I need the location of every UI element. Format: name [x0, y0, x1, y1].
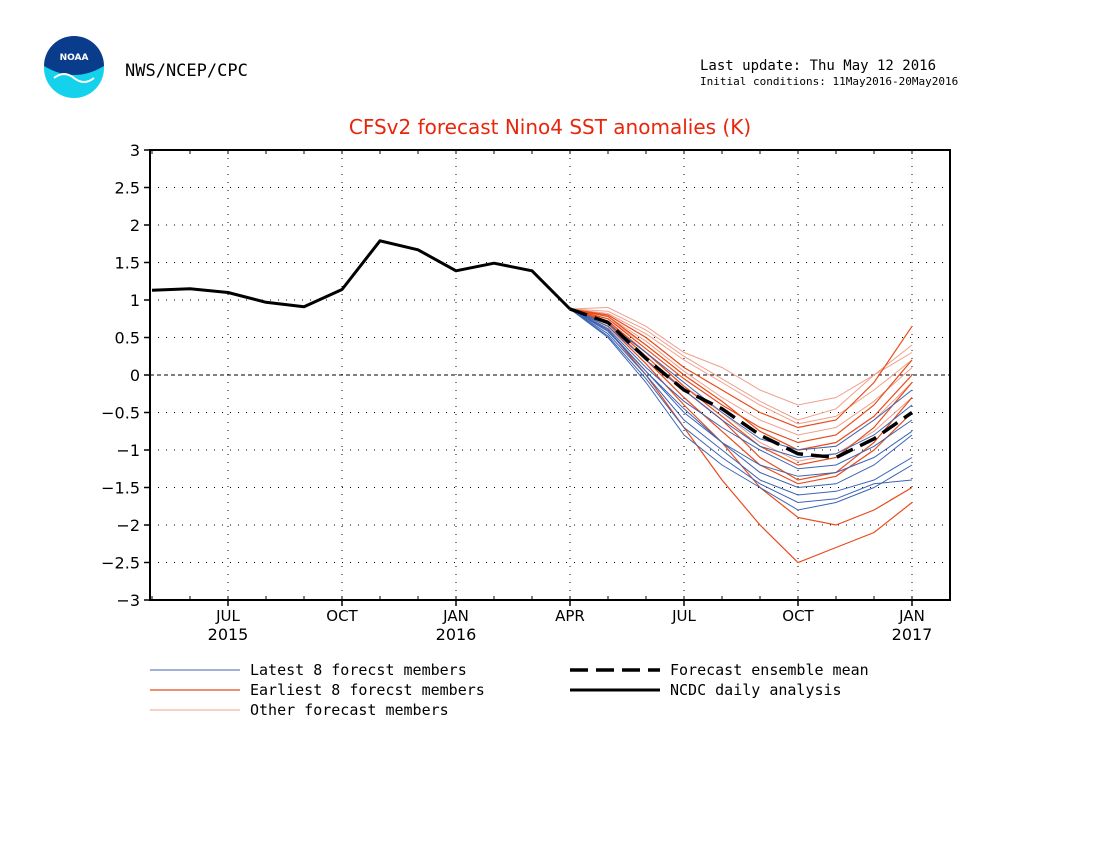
x-tick-month-label: OCT [326, 607, 358, 625]
legend: Latest 8 forecst members Forecast ensembl… [150, 661, 869, 719]
latest-member-line [569, 308, 913, 459]
latest-member-line [569, 308, 913, 511]
y-tick-label: 1.5 [115, 254, 140, 273]
chart-title: CFSv2 forecast Nino4 SST anomalies (K) [349, 115, 751, 139]
x-tick-year-label: 2016 [436, 625, 477, 644]
latest-members [569, 308, 913, 511]
latest-member-line [569, 308, 913, 489]
legend-label-latest: Latest 8 forecst members [250, 661, 467, 679]
x-tick-month-label: JAN [442, 607, 469, 625]
latest-member-line [569, 308, 913, 451]
y-tick-label: −1.5 [101, 479, 140, 498]
legend-label-earliest: Earliest 8 forecst members [250, 681, 485, 699]
analysis-line [151, 239, 572, 311]
earliest-member-line [569, 308, 913, 451]
y-tick-label: −1 [116, 441, 140, 460]
other-member-line [569, 308, 913, 421]
earliest-members [569, 308, 913, 564]
x-tick-year-label: 2017 [892, 625, 933, 644]
x-tick-month-label: JUL [671, 607, 696, 625]
earliest-member-line [569, 308, 913, 564]
y-tick-label: 0 [130, 366, 140, 385]
y-tick-label: −0.5 [101, 404, 140, 423]
legend-label-analysis: NCDC daily analysis [670, 681, 842, 699]
analysis-series [151, 239, 572, 311]
noaa-logo-wave [53, 73, 95, 83]
earliest-member-line [569, 308, 913, 444]
plot-frame [149, 149, 951, 601]
ensemble-mean-series [569, 307, 913, 460]
ensemble-mean-line [569, 307, 913, 460]
initial-conditions-label: Initial conditions: 11May2016-20May2016 [700, 75, 958, 88]
axes: 32.521.510.50−0.5−1−1.5−2−2.5−3JUL2015OC… [101, 141, 951, 644]
y-tick-label: 3 [130, 141, 140, 160]
other-member-line [569, 308, 913, 436]
latest-member-line [569, 308, 913, 477]
latest-member-line [569, 308, 913, 504]
earliest-member-line [569, 308, 913, 429]
y-tick-label: −3 [116, 591, 140, 610]
latest-member-line [569, 308, 913, 496]
latest-member-line [569, 308, 913, 470]
y-tick-label: −2 [116, 516, 140, 535]
legend-label-other: Other forecast members [250, 701, 449, 719]
y-tick-label: 1 [130, 291, 140, 310]
last-update-label: Last update: Thu May 12 2016 [700, 58, 936, 74]
y-tick-label: 2.5 [115, 179, 140, 198]
x-tick-year-label: 2015 [208, 625, 249, 644]
other-member-line [569, 308, 913, 425]
x-tick-month-label: JUL [215, 607, 240, 625]
x-tick-month-label: JAN [898, 607, 925, 625]
legend-label-mean: Forecast ensemble mean [670, 661, 869, 679]
noaa-logo: NOAA [44, 36, 104, 98]
x-tick-month-label: OCT [782, 607, 814, 625]
other-member-line [569, 306, 913, 406]
noaa-logo-text: NOAA [60, 53, 89, 63]
earliest-member-line [569, 308, 913, 466]
y-tick-label: −2.5 [101, 554, 140, 573]
y-tick-label: 0.5 [115, 329, 140, 348]
y-tick-label: 2 [130, 216, 140, 235]
agency-label: NWS/NCEP/CPC [125, 61, 248, 81]
x-tick-month-label: APR [555, 607, 585, 625]
grid [150, 150, 950, 600]
noaa-logo-top [44, 36, 104, 75]
